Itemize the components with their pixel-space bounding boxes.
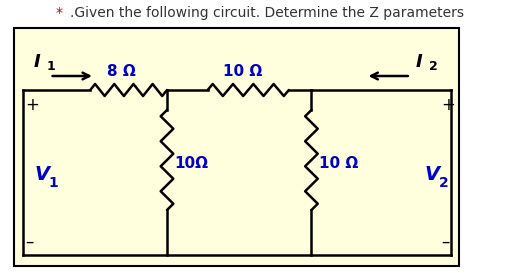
Text: 2: 2 [439, 176, 449, 190]
Text: 1: 1 [47, 61, 56, 73]
Text: 8 Ω: 8 Ω [106, 64, 135, 79]
Text: –: – [441, 233, 450, 251]
Text: 10 Ω: 10 Ω [223, 64, 262, 79]
Text: I: I [33, 53, 40, 71]
Bar [14, 28, 458, 266]
Text: V: V [424, 165, 439, 185]
Text: 2: 2 [429, 61, 438, 73]
Text: *: * [56, 6, 68, 20]
Text: +: + [441, 96, 455, 114]
Text: .Given the following circuit. Determine the Z parameters: .Given the following circuit. Determine … [70, 6, 464, 20]
Text: I: I [415, 53, 422, 71]
Text: 1: 1 [49, 176, 58, 190]
Text: 10 Ω: 10 Ω [319, 156, 358, 171]
Text: 10Ω: 10Ω [174, 156, 208, 171]
Text: +: + [26, 96, 39, 114]
Text: V: V [34, 165, 49, 185]
Text: –: – [26, 233, 34, 251]
